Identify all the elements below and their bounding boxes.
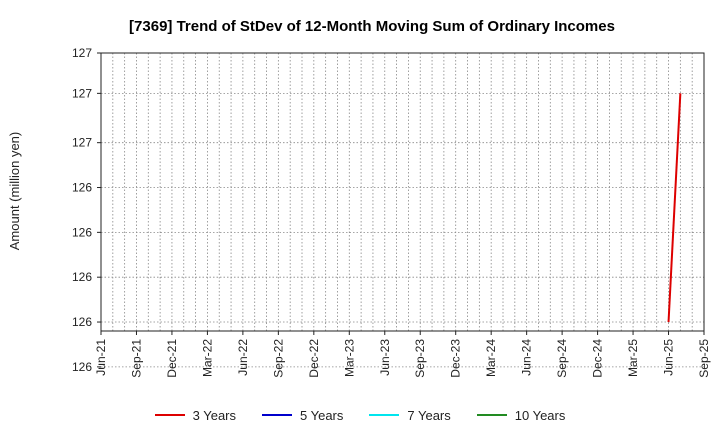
y-tick-label: 127 (72, 46, 92, 60)
legend-label: 5 Years (300, 407, 344, 423)
legend-label: 10 Years (514, 407, 566, 423)
legend-swatch (476, 414, 507, 416)
legend-item: 7 Years (369, 404, 451, 426)
plot-area (100, 52, 705, 332)
y-axis-label: Amount (million yen) (7, 132, 22, 251)
x-tick-label: Jun-25 (662, 339, 676, 376)
y-axis-ticks: 127 127 127 126 126 126 126 126 (72, 46, 101, 374)
x-tick-label: Sep-25 (697, 339, 711, 378)
x-tick-label: Jun-24 (520, 339, 534, 376)
grid-lines (101, 53, 704, 368)
legend-item: 5 Years (262, 404, 343, 426)
legend: 3 Years 5 Years 7 Years 10 Years (0, 404, 720, 426)
x-tick-label: Mar-23 (342, 339, 356, 377)
y-tick-label: 126 (72, 360, 92, 374)
x-tick-label: Sep-24 (555, 339, 569, 378)
x-axis-ticks: Jun-21 Sep-21 Dec-21 Mar-22 Jun-22 Sep-22 Dec-… (94, 331, 711, 378)
x-tick-label: Dec-24 (591, 339, 605, 378)
x-tick-label: Dec-21 (165, 339, 179, 378)
legend-swatch (154, 414, 185, 416)
x-tick-label: Mar-22 (200, 339, 214, 377)
x-tick-label: Dec-22 (307, 339, 321, 378)
legend-swatch (262, 414, 292, 416)
x-tick-label: Mar-25 (626, 339, 640, 377)
legend-label: 3 Years (192, 407, 236, 423)
y-tick-label: 126 (72, 315, 92, 329)
x-tick-label: Sep-23 (413, 339, 427, 378)
legend-item: 10 Years (476, 404, 566, 426)
chart-title: [7369] Trend of StDev of 12-Month Moving… (129, 18, 615, 35)
legend-label: 7 Years (407, 407, 451, 423)
series-lines (667, 93, 682, 323)
y-tick-label: 126 (72, 270, 92, 284)
x-tick-label: Jun-21 (94, 339, 108, 376)
legend-swatch (369, 414, 400, 416)
x-tick-label: Sep-21 (129, 339, 143, 378)
y-tick-label: 127 (72, 136, 92, 150)
x-tick-label: Mar-24 (484, 339, 498, 377)
legend-item: 3 Years (154, 404, 236, 426)
x-tick-label: Jun-22 (236, 339, 250, 376)
x-tick-label: Sep-22 (271, 339, 285, 378)
y-tick-label: 127 (72, 86, 92, 100)
series-line (667, 93, 682, 323)
x-tick-label: Dec-23 (449, 339, 463, 378)
y-tick-label: 126 (72, 181, 92, 195)
x-tick-label: Jun-23 (378, 339, 392, 376)
y-tick-label: 126 (72, 225, 92, 239)
